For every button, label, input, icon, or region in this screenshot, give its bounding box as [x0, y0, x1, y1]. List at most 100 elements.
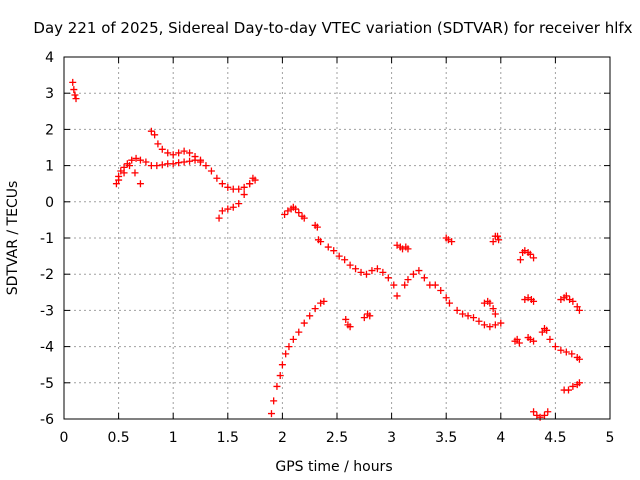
- data-point: [186, 149, 194, 157]
- data-point: [546, 335, 554, 343]
- data-point: [72, 95, 80, 103]
- data-point: [164, 149, 172, 157]
- data-point: [530, 408, 538, 416]
- data-point: [368, 267, 376, 275]
- y-tick-label: -4: [40, 340, 54, 356]
- data-point: [317, 238, 325, 246]
- data-point: [128, 156, 136, 164]
- data-point: [557, 346, 565, 354]
- data-point: [491, 310, 499, 318]
- data-point: [142, 158, 150, 166]
- data-point: [543, 326, 551, 334]
- data-point: [530, 297, 538, 305]
- data-point: [169, 151, 177, 159]
- y-tick-label: -6: [40, 412, 54, 428]
- data-point: [575, 379, 583, 387]
- data-point: [218, 180, 226, 188]
- data-point: [390, 281, 398, 289]
- series-seg-m: [442, 234, 456, 246]
- x-tick-label: 0.5: [107, 430, 129, 446]
- data-point: [565, 386, 573, 394]
- data-point: [215, 214, 223, 222]
- data-point: [562, 292, 570, 300]
- data-point: [249, 174, 257, 182]
- data-point: [573, 303, 581, 311]
- data-point: [470, 314, 477, 322]
- data-point: [346, 323, 354, 331]
- data-point: [191, 153, 199, 161]
- data-point: [186, 157, 194, 165]
- data-point: [431, 281, 439, 289]
- data-point: [515, 339, 523, 347]
- series-seg-c: [115, 162, 144, 188]
- data-point: [270, 397, 278, 405]
- data-point: [136, 156, 144, 164]
- data-point: [292, 205, 300, 213]
- data-point: [335, 252, 343, 260]
- data-point: [495, 236, 503, 244]
- series-seg-w: [557, 292, 583, 314]
- series-seg-x: [560, 379, 583, 394]
- data-point: [158, 161, 166, 169]
- data-point: [379, 268, 387, 276]
- series-seg-v: [538, 325, 583, 363]
- data-point: [313, 223, 321, 231]
- data-point: [71, 91, 79, 99]
- data-point: [330, 247, 338, 255]
- data-point: [282, 350, 290, 358]
- data-point: [489, 238, 497, 246]
- data-point: [131, 169, 139, 177]
- data-point: [324, 243, 332, 251]
- data-point: [384, 274, 392, 282]
- series-seg-s: [521, 294, 538, 305]
- data-point: [246, 180, 254, 188]
- y-tick-label: -5: [40, 376, 54, 392]
- data-point: [147, 127, 155, 135]
- series-seg-i: [324, 243, 401, 300]
- y-tick-label: 4: [45, 50, 54, 66]
- series-seg-a: [69, 78, 80, 103]
- x-tick-label: 2.5: [326, 430, 348, 446]
- data-point: [311, 305, 319, 313]
- data-point: [366, 312, 374, 320]
- data-point: [373, 265, 381, 273]
- data-point: [551, 343, 559, 351]
- data-point: [494, 232, 502, 240]
- data-point: [569, 297, 577, 305]
- data-point: [538, 328, 546, 336]
- y-tick-label: 1: [45, 159, 54, 175]
- data-point: [289, 335, 297, 343]
- data-point: [320, 297, 328, 305]
- data-point: [306, 312, 314, 320]
- data-point: [120, 169, 128, 177]
- data-point: [362, 270, 370, 278]
- grid: [64, 57, 610, 419]
- x-tick-label: 3: [387, 430, 396, 446]
- data-point: [213, 174, 221, 182]
- data-point: [276, 372, 284, 380]
- data-point: [175, 159, 183, 167]
- data-point: [526, 250, 534, 258]
- series-seg-u: [530, 408, 552, 421]
- x-tick-label: 0: [60, 430, 69, 446]
- data-point: [175, 149, 183, 157]
- series-seg-p: [489, 232, 503, 246]
- chart-title: Day 221 of 2025, Sidereal Day-to-day VTE…: [33, 19, 632, 37]
- data-point: [497, 319, 505, 327]
- data-point: [158, 145, 166, 153]
- data-point: [568, 350, 576, 358]
- x-tick-label: 3.5: [435, 430, 457, 446]
- data-point: [530, 337, 538, 345]
- data-point: [445, 299, 453, 307]
- x-tick-label: 4.5: [544, 430, 566, 446]
- series-seg-q: [511, 335, 523, 347]
- data-point: [180, 158, 188, 166]
- data-point: [281, 210, 289, 218]
- data-point: [516, 256, 524, 264]
- series-seg-k: [393, 241, 412, 253]
- data-point: [229, 203, 237, 211]
- series-seg-h: [311, 221, 325, 246]
- data-point: [154, 140, 162, 148]
- data-point: [300, 214, 308, 222]
